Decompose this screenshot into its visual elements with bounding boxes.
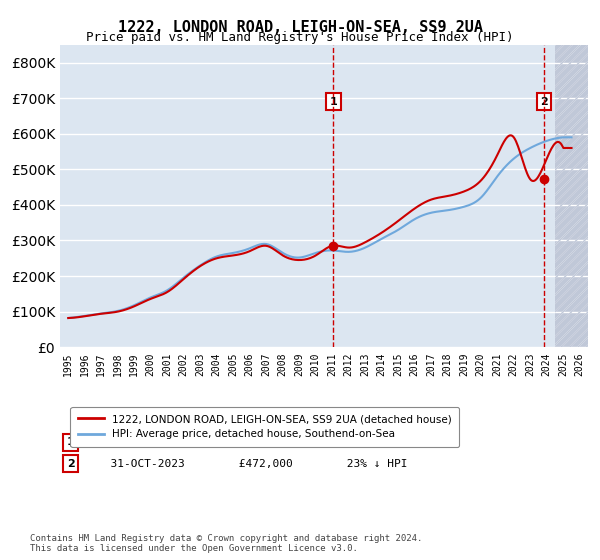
Text: 1: 1 (329, 97, 337, 107)
Text: Price paid vs. HM Land Registry's House Price Index (HPI): Price paid vs. HM Land Registry's House … (86, 31, 514, 44)
Text: 2: 2 (540, 97, 548, 107)
Text: Contains HM Land Registry data © Crown copyright and database right 2024.
This d: Contains HM Land Registry data © Crown c… (30, 534, 422, 553)
Bar (555, 45, 588, 347)
Bar (555, 45, 588, 347)
Text: 31-OCT-2023        £472,000        23% ↓ HPI: 31-OCT-2023 £472,000 23% ↓ HPI (97, 459, 407, 469)
Text: 1: 1 (67, 437, 74, 447)
Legend: 1222, LONDON ROAD, LEIGH-ON-SEA, SS9 2UA (detached house), HPI: Average price, d: 1222, LONDON ROAD, LEIGH-ON-SEA, SS9 2UA… (70, 407, 459, 447)
Text: 1222, LONDON ROAD, LEIGH-ON-SEA, SS9 2UA: 1222, LONDON ROAD, LEIGH-ON-SEA, SS9 2UA (118, 20, 482, 35)
Text: 28-JAN-2011        £285,000        9% ↓ HPI: 28-JAN-2011 £285,000 9% ↓ HPI (97, 437, 401, 447)
Text: 2: 2 (67, 459, 74, 469)
